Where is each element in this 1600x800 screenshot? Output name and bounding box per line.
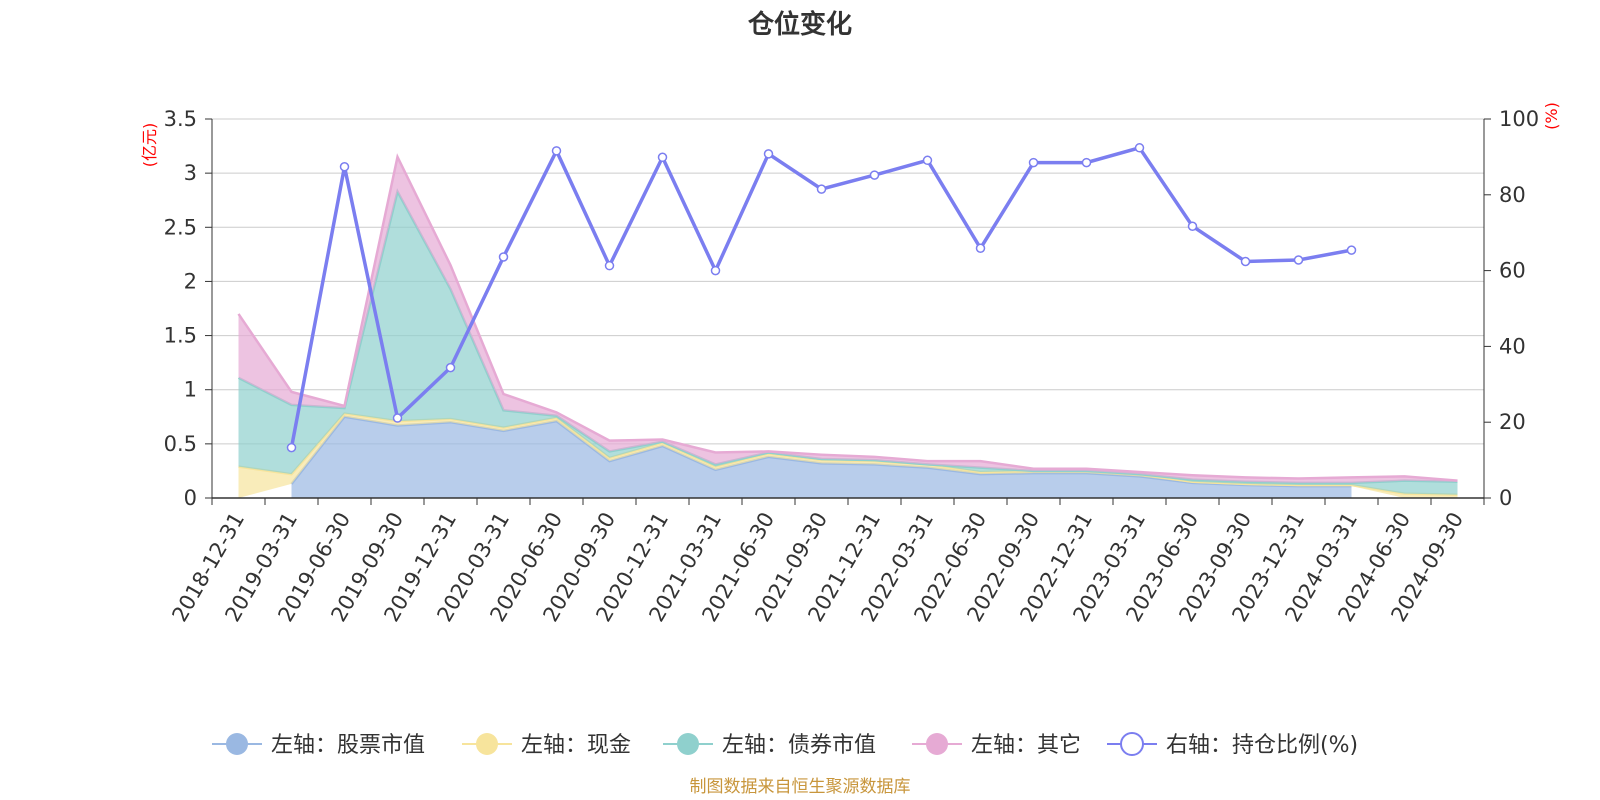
right-axis-unit: (%) bbox=[1542, 102, 1561, 130]
ratio-point bbox=[869, 170, 880, 180]
ratio-point bbox=[657, 152, 668, 163]
ratio-point bbox=[763, 149, 774, 159]
area-series bbox=[237, 153, 1458, 498]
left-tick-label: 1 bbox=[184, 378, 197, 402]
ratio-point bbox=[551, 146, 562, 156]
data-source-note: 制图数据来自恒生聚源数据库 bbox=[690, 777, 911, 797]
ratio-point bbox=[498, 252, 509, 262]
right-tick-label: 80 bbox=[1499, 183, 1526, 207]
area-左轴：债券市值 bbox=[238, 191, 1458, 495]
ratio-point bbox=[922, 155, 933, 166]
left-tick-label: 0.5 bbox=[164, 432, 197, 456]
legend-label: 左轴：股票市值 bbox=[271, 733, 425, 758]
ratio-point bbox=[1346, 245, 1357, 255]
legend-marker bbox=[926, 733, 948, 755]
ratio-point bbox=[975, 243, 986, 253]
right-tick-label: 60 bbox=[1499, 259, 1526, 283]
legend-label: 左轴：其它 bbox=[971, 733, 1081, 758]
area-edge-左轴：其它 bbox=[237, 153, 1458, 482]
legend-marker bbox=[226, 733, 248, 755]
left-tick-label: 0 bbox=[184, 486, 197, 510]
ratio-point bbox=[339, 162, 350, 172]
ratio-point bbox=[445, 362, 456, 373]
ratio-point bbox=[392, 413, 403, 423]
left-tick-label: 2 bbox=[184, 269, 197, 293]
ratio-point bbox=[1293, 255, 1304, 265]
ratio-point bbox=[1240, 256, 1251, 267]
ratio-point bbox=[1187, 221, 1198, 232]
ratio-point bbox=[1028, 157, 1039, 168]
ratio-line-series bbox=[286, 143, 1357, 453]
left-axis-unit: (亿元) bbox=[140, 123, 159, 168]
legend-label: 左轴：现金 bbox=[521, 733, 631, 758]
legend: 左轴：股票市值 左轴：现金 左轴：债券市值 左轴：其它 右轴：持仓比例(%) bbox=[212, 732, 1358, 758]
left-tick-label: 3 bbox=[184, 161, 197, 185]
legend-marker bbox=[677, 733, 699, 755]
chart-title: 仓位变化 bbox=[747, 9, 852, 40]
ratio-point bbox=[1134, 143, 1145, 153]
legend-label: 左轴：债券市值 bbox=[722, 733, 876, 758]
right-tick-label: 100 bbox=[1499, 107, 1539, 131]
left-tick-label: 1.5 bbox=[164, 324, 197, 348]
right-tick-label: 0 bbox=[1499, 486, 1512, 510]
legend-marker bbox=[476, 733, 498, 755]
left-tick-label: 2.5 bbox=[164, 215, 197, 239]
ratio-point bbox=[816, 184, 827, 194]
area-左轴：股票市值 bbox=[291, 416, 1352, 498]
ratio-point bbox=[604, 260, 615, 271]
ratio-point bbox=[286, 442, 297, 453]
left-tick-label: 3.5 bbox=[164, 107, 197, 131]
ratio-point bbox=[710, 265, 721, 276]
right-tick-label: 40 bbox=[1499, 334, 1526, 358]
ratio-point bbox=[1081, 157, 1092, 168]
legend-label: 右轴：持仓比例(%) bbox=[1166, 733, 1358, 758]
right-tick-label: 20 bbox=[1499, 410, 1526, 434]
area-edge-左轴：股票市值 bbox=[290, 415, 1352, 488]
legend-marker bbox=[1120, 732, 1144, 756]
